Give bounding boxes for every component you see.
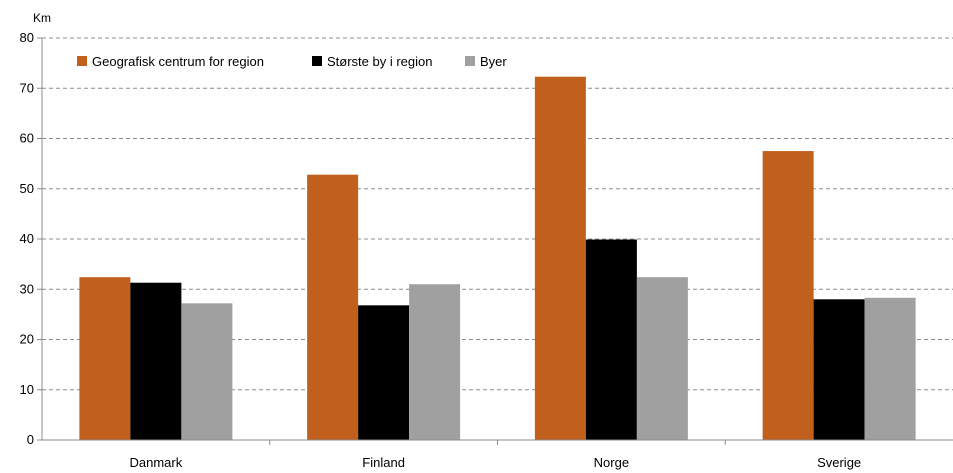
- x-category-label-finland: Finland: [362, 455, 405, 470]
- bar-danmark-series-3: [181, 303, 233, 440]
- legend-label-3: Byer: [480, 54, 507, 69]
- y-tick-label-50: 50: [20, 181, 34, 196]
- bars: [79, 76, 916, 440]
- y-tick-label-20: 20: [20, 332, 34, 347]
- bar-finland-series-2: [358, 305, 410, 440]
- axes: Km: [33, 11, 953, 445]
- legend-swatch-1: [77, 56, 87, 66]
- legend-label-2: Største by i region: [327, 54, 433, 69]
- legend-swatch-2: [312, 56, 322, 66]
- y-tick-label-60: 60: [20, 131, 34, 146]
- bar-finland-series-3: [409, 284, 461, 440]
- y-tick-labels: 0 10 20 30 40 50 60 70 80: [20, 30, 34, 447]
- y-tick-label-10: 10: [20, 382, 34, 397]
- x-category-labels: Danmark Finland Norge Sverige: [130, 455, 862, 470]
- bar-norge-series-1: [534, 76, 586, 440]
- bar-sverige-series-1: [762, 151, 814, 440]
- y-tick-label-80: 80: [20, 30, 34, 45]
- y-axis-unit-label: Km: [33, 11, 51, 25]
- bar-danmark-series-2: [130, 282, 182, 440]
- y-tick-label-0: 0: [27, 432, 34, 447]
- bar-finland-series-1: [307, 174, 359, 440]
- legend-label-1: Geografisk centrum for region: [92, 54, 264, 69]
- bar-sverige-series-3: [864, 297, 916, 440]
- x-category-label-norge: Norge: [594, 455, 629, 470]
- legend: Geografisk centrum for region Største by …: [77, 54, 507, 69]
- bar-norge-series-3: [636, 277, 688, 440]
- x-category-label-sverige: Sverige: [817, 455, 861, 470]
- bar-danmark-series-1: [79, 277, 131, 440]
- bar-sverige-series-2: [813, 299, 865, 440]
- x-category-label-danmark: Danmark: [130, 455, 183, 470]
- y-tick-label-70: 70: [20, 80, 34, 95]
- y-tick-label-40: 40: [20, 231, 34, 246]
- y-tick-label-30: 30: [20, 281, 34, 296]
- legend-swatch-3: [465, 56, 475, 66]
- bar-norge-series-2: [585, 239, 637, 440]
